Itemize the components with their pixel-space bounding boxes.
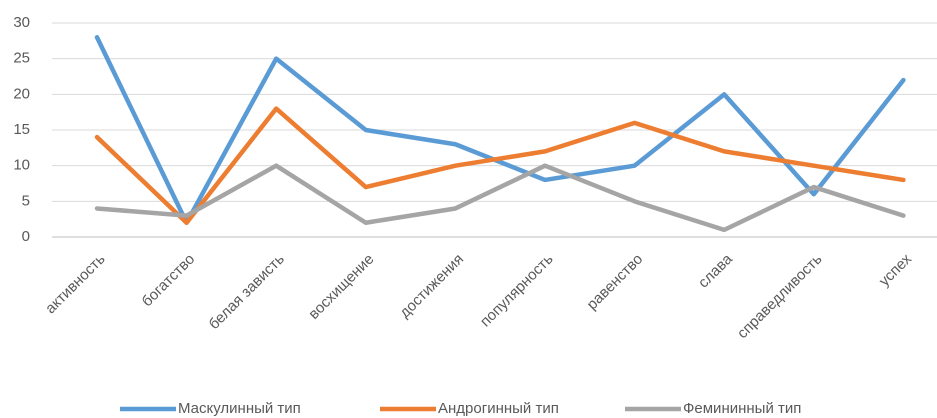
y-tick-label: 20 [13, 85, 30, 102]
series-line [94, 35, 906, 225]
y-tick-label: 0 [22, 228, 30, 245]
x-tick-label: активность [42, 250, 109, 317]
x-tick-label: достижения [396, 251, 467, 322]
legend-label: Андрогинный тип [438, 400, 559, 417]
y-tick-label: 25 [13, 50, 30, 67]
y-tick-label: 15 [13, 121, 30, 138]
series-line [94, 163, 906, 233]
y-tick-label: 10 [13, 157, 30, 174]
x-tick-label: слава [695, 250, 736, 291]
y-tick-label: 5 [22, 192, 30, 209]
x-tick-label: популярность [477, 250, 557, 330]
series-line [94, 106, 906, 225]
x-tick-label: успех [876, 250, 916, 290]
x-tick-label: богатство [139, 251, 199, 311]
y-tick-label: 30 [13, 14, 30, 31]
x-tick-label: восхищение [305, 251, 377, 323]
x-tick-label: равенство [584, 251, 647, 314]
legend-label: Фемининный тип [683, 400, 801, 417]
x-tick-label: справедливость [734, 250, 826, 342]
legend-label: Маскулинный тип [178, 400, 301, 417]
x-tick-label: белая зависть [206, 250, 288, 332]
